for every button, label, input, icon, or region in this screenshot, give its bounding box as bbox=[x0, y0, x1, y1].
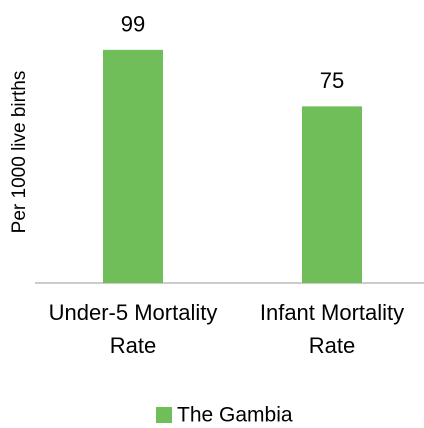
bar bbox=[302, 106, 362, 283]
y-axis-label: Per 1000 live births bbox=[9, 71, 30, 234]
bar bbox=[103, 49, 163, 284]
legend-label: The Gambia bbox=[177, 404, 293, 427]
data-label: 99 bbox=[121, 12, 145, 37]
legend-swatch bbox=[156, 407, 172, 423]
data-label: 75 bbox=[320, 68, 344, 93]
x-tick-label: Under-5 Mortality Rate bbox=[48, 300, 218, 358]
x-tick-label: Infant Mortality Rate bbox=[259, 300, 405, 358]
